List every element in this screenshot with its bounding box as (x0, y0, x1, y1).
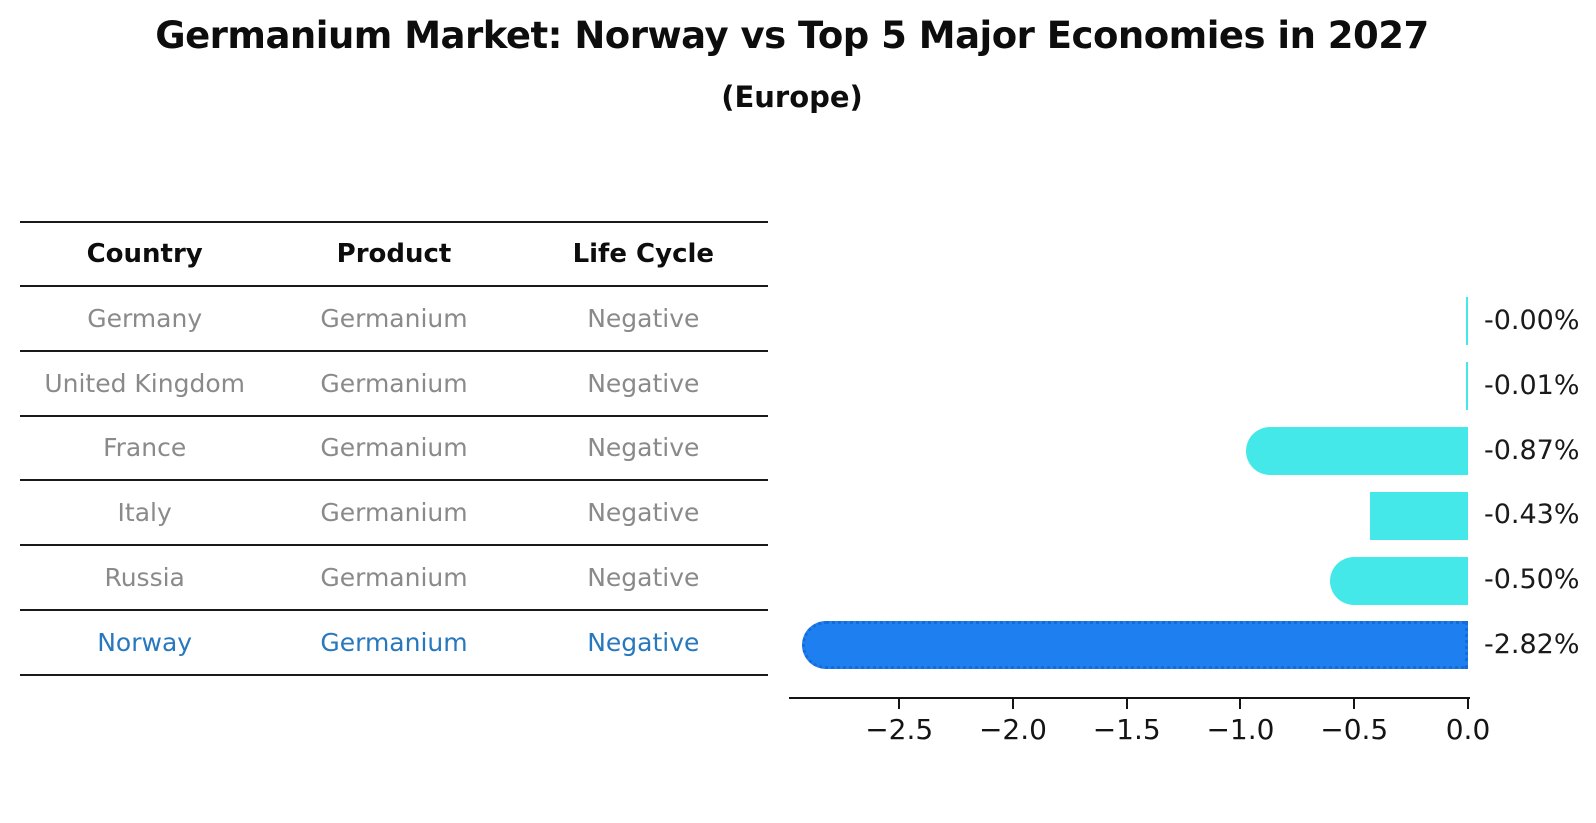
cell-country: France (103, 433, 187, 463)
x-tick-label: −1.5 (1092, 713, 1161, 746)
chart-title: Germanium Market: Norway vs Top 5 Major … (155, 14, 1429, 57)
bar-value-label: -0.50% (1484, 564, 1580, 596)
x-tick-label: −0.5 (1320, 713, 1389, 746)
cell-life-cycle: Negative (587, 563, 700, 593)
cell-country: Norway (97, 627, 193, 657)
table-body: Germany Germanium Negative United Kingdom Ge… (20, 287, 768, 676)
table-row-norway: Norway Germanium Negative (20, 611, 768, 676)
bar-norway (802, 621, 1468, 670)
bar-france (1246, 426, 1468, 475)
x-tick-label: 0.0 (1445, 713, 1491, 746)
cell-life-cycle: Negative (587, 498, 700, 528)
table-header-row: Country Product Life Cycle (20, 223, 768, 287)
country-table: Country Product Life Cycle Germany German… (20, 221, 768, 676)
bar-row-russia: -0.50% (790, 548, 1580, 613)
x-tick-label: −1.0 (1206, 713, 1275, 746)
cell-product: Germanium (320, 627, 468, 657)
col-header-country: Country (86, 239, 203, 269)
cell-life-cycle: Negative (587, 433, 700, 463)
cell-product: Germanium (320, 303, 468, 333)
x-tick-mark (1239, 699, 1242, 709)
table-row-germany: Germany Germanium Negative (20, 287, 768, 352)
cell-country: United Kingdom (44, 368, 245, 398)
table-row-italy: Italy Germanium Negative (20, 481, 768, 547)
cell-country: Italy (117, 498, 172, 528)
cell-product: Germanium (320, 563, 468, 593)
chart-subtitle: (Europe) (721, 80, 863, 114)
bar-row-norway: -2.82% (790, 613, 1580, 678)
bar-chart: -0.00% -0.01% -0.87% -0.43% -0.50% -2.82% −2.… (789, 289, 1580, 769)
cell-product: Germanium (320, 498, 468, 528)
bar-row-united-kingdom: -0.01% (790, 354, 1580, 419)
x-tick-mark (1353, 699, 1356, 709)
x-axis-line (789, 697, 1470, 699)
cell-life-cycle: Negative (587, 368, 700, 398)
bar-germany (1466, 297, 1468, 346)
bar-value-label: -0.00% (1484, 305, 1580, 336)
x-tick-mark (1467, 699, 1469, 709)
bar-row-italy: -0.43% (790, 483, 1580, 548)
cell-country: Germany (87, 303, 203, 333)
x-tick-mark (898, 699, 901, 709)
x-tick-label: −2.5 (865, 713, 934, 746)
cell-life-cycle: Negative (587, 627, 700, 657)
bar-value-label: -0.01% (1484, 369, 1580, 401)
col-header-lifecycle: Life Cycle (572, 239, 715, 269)
bar-value-label: -0.87% (1484, 434, 1580, 466)
bar-row-germany: -0.00% (790, 289, 1580, 354)
cell-life-cycle: Negative (587, 303, 700, 333)
x-tick-label: −2.0 (978, 713, 1047, 746)
bar-russia (1330, 556, 1468, 605)
bar-value-label: -2.82% (1484, 629, 1580, 660)
bar-united-kingdom (1465, 362, 1468, 411)
cell-product: Germanium (320, 433, 468, 463)
table-row-russia: Russia Germanium Negative (20, 546, 768, 611)
col-header-product: Product (336, 239, 452, 269)
x-tick-mark (1011, 699, 1014, 709)
bar-row-france: -0.87% (790, 419, 1580, 484)
cell-product: Germanium (320, 368, 468, 398)
bar-italy (1370, 491, 1468, 540)
cell-country: Russia (104, 563, 185, 593)
x-tick-mark (1125, 699, 1128, 709)
table-row-united-kingdom: United Kingdom Germanium Negative (20, 352, 768, 417)
table-row-france: France Germanium Negative (20, 417, 768, 482)
bar-value-label: -0.43% (1484, 499, 1580, 531)
